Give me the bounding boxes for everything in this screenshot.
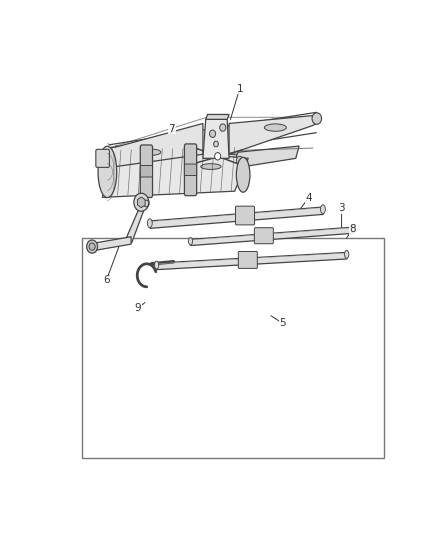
Ellipse shape [237,157,250,192]
Polygon shape [191,227,354,246]
FancyBboxPatch shape [236,206,254,225]
FancyBboxPatch shape [140,145,152,198]
Ellipse shape [201,164,221,169]
Polygon shape [156,253,347,270]
Ellipse shape [98,146,117,198]
Circle shape [215,152,221,160]
Ellipse shape [147,219,152,228]
FancyBboxPatch shape [184,164,197,175]
Ellipse shape [155,261,159,269]
Circle shape [87,240,98,253]
Ellipse shape [142,149,161,155]
Polygon shape [124,209,144,243]
FancyBboxPatch shape [184,144,197,196]
Text: 1: 1 [237,84,243,94]
Bar [82,238,384,458]
FancyBboxPatch shape [254,228,273,244]
Polygon shape [231,146,299,168]
Circle shape [189,163,196,171]
Text: 5: 5 [279,318,286,328]
FancyBboxPatch shape [96,149,110,167]
Text: 9: 9 [134,303,141,313]
Text: 8: 8 [349,224,356,235]
Polygon shape [102,146,248,197]
Polygon shape [106,124,203,168]
Circle shape [214,141,219,147]
Circle shape [312,113,321,124]
FancyBboxPatch shape [238,252,258,269]
Circle shape [209,130,215,138]
Polygon shape [160,154,238,179]
Circle shape [237,156,243,165]
FancyBboxPatch shape [140,166,152,177]
Circle shape [134,193,149,211]
Text: 6: 6 [103,275,110,285]
Text: 7: 7 [169,124,175,134]
Text: 4: 4 [305,193,312,203]
Circle shape [220,124,226,131]
Polygon shape [95,237,131,251]
Text: 3: 3 [338,204,345,213]
Ellipse shape [321,205,325,214]
Polygon shape [150,207,323,228]
Polygon shape [206,115,229,119]
Ellipse shape [265,124,286,131]
Polygon shape [229,115,320,154]
Polygon shape [203,119,229,158]
Ellipse shape [351,225,356,232]
Circle shape [89,243,95,251]
Ellipse shape [345,251,349,259]
Ellipse shape [188,238,193,245]
